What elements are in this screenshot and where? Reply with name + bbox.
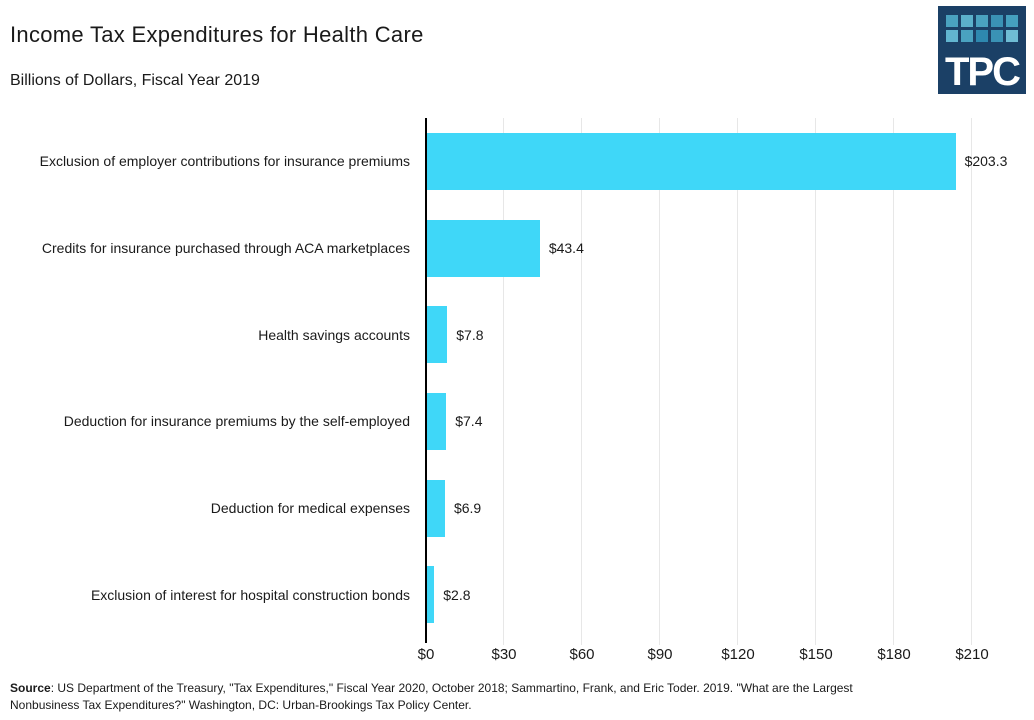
bar-value-label: $2.8 bbox=[443, 586, 471, 603]
bar-value-label: $203.3 bbox=[964, 153, 1008, 170]
source-label: Source bbox=[10, 681, 51, 695]
gridline bbox=[971, 118, 972, 645]
gridline bbox=[815, 118, 816, 645]
source-note: Source: US Department of the Treasury, "… bbox=[10, 680, 1000, 714]
category-label: Exclusion of employer contributions for … bbox=[39, 153, 410, 170]
logo-square bbox=[946, 15, 958, 27]
gridline bbox=[737, 118, 738, 645]
logo-square bbox=[1006, 30, 1018, 42]
bar-value-label: $43.4 bbox=[548, 240, 584, 256]
gridline bbox=[659, 118, 660, 645]
category-label: Credits for insurance purchased through … bbox=[41, 240, 410, 256]
gridline bbox=[503, 118, 504, 645]
gridline bbox=[893, 118, 894, 645]
bar bbox=[427, 566, 435, 624]
bar bbox=[427, 392, 447, 450]
bar bbox=[427, 132, 956, 190]
bar bbox=[427, 306, 448, 364]
logo-square bbox=[961, 30, 973, 42]
logo-grid-icon bbox=[946, 15, 1018, 42]
source-text-line2: Nonbusiness Tax Expenditures?" Washingto… bbox=[10, 698, 472, 712]
bar-value-label: $6.9 bbox=[453, 500, 482, 516]
bar-value-label: $7.8 bbox=[456, 326, 484, 343]
logo-text: TPC bbox=[945, 50, 1021, 94]
x-tick-label: $120 bbox=[721, 646, 755, 663]
category-label: Deduction for medical expenses bbox=[210, 500, 410, 516]
logo-square bbox=[1006, 15, 1018, 27]
bar bbox=[427, 479, 445, 537]
x-tick-label: $210 bbox=[955, 646, 989, 663]
x-tick-label: $0 bbox=[417, 646, 435, 663]
x-tick-label: $60 bbox=[569, 646, 595, 663]
gridline bbox=[581, 118, 582, 645]
logo-square bbox=[976, 15, 988, 27]
category-label: Deduction for insurance premiums by the … bbox=[63, 413, 410, 430]
x-tick-label: $90 bbox=[647, 646, 673, 663]
bar bbox=[427, 219, 540, 277]
logo-square bbox=[991, 30, 1003, 42]
x-tick-label: $30 bbox=[491, 646, 517, 663]
bar-value-label: $7.4 bbox=[455, 413, 483, 430]
category-label: Health savings accounts bbox=[258, 326, 410, 343]
logo-square bbox=[946, 30, 958, 42]
logo-square bbox=[976, 30, 988, 42]
tpc-logo: TPC bbox=[938, 6, 1026, 94]
page-title: Income Tax Expenditures for Health Care bbox=[10, 22, 424, 47]
x-tick-label: $150 bbox=[799, 646, 833, 663]
x-tick-label: $180 bbox=[877, 646, 911, 663]
source-text-line1: : US Department of the Treasury, "Tax Ex… bbox=[50, 681, 853, 695]
logo-square bbox=[961, 15, 973, 27]
page-subtitle: Billions of Dollars, Fiscal Year 2019 bbox=[10, 72, 260, 89]
logo-square bbox=[991, 15, 1003, 27]
category-label: Exclusion of interest for hospital const… bbox=[90, 586, 410, 603]
y-axis-line bbox=[425, 118, 427, 643]
